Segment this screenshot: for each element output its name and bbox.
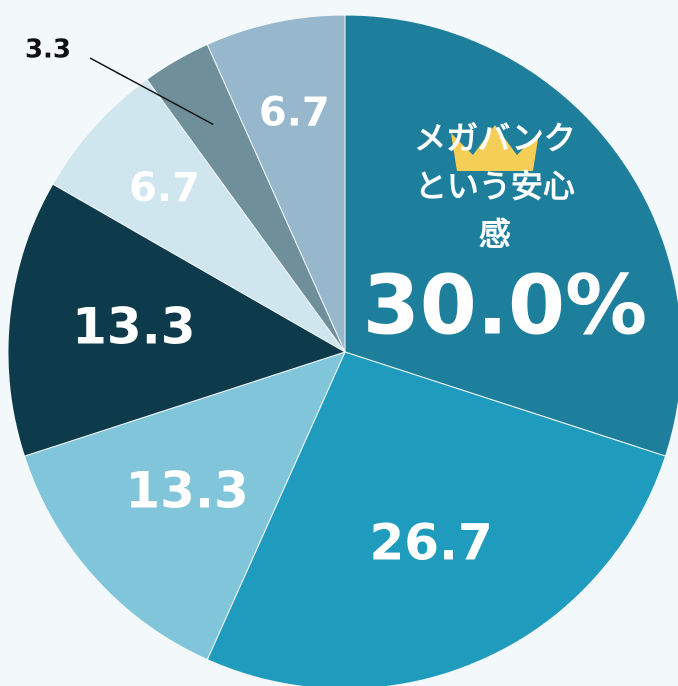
slice-value-label: 13.3 — [72, 298, 195, 356]
slice-value-label: 26.7 — [369, 514, 492, 572]
slice-category-label: メガバンク という安心感 — [414, 119, 576, 254]
leader-line — [89, 57, 214, 126]
crown-icon — [450, 125, 539, 172]
slice-value-label: 6.7 — [129, 165, 200, 211]
slice-value-label: 13.3 — [125, 461, 248, 519]
slice-value-label: 30.0% — [363, 259, 647, 354]
slice-value-label: 3.3 — [25, 35, 71, 65]
slice-value-label: 6.7 — [259, 90, 330, 136]
pie-slice — [344, 14, 678, 457]
pie-slice — [206, 351, 667, 686]
pie-slice — [52, 78, 346, 353]
pie-slice — [7, 183, 347, 457]
pie-slice — [23, 351, 346, 661]
pie-slice — [206, 14, 346, 353]
